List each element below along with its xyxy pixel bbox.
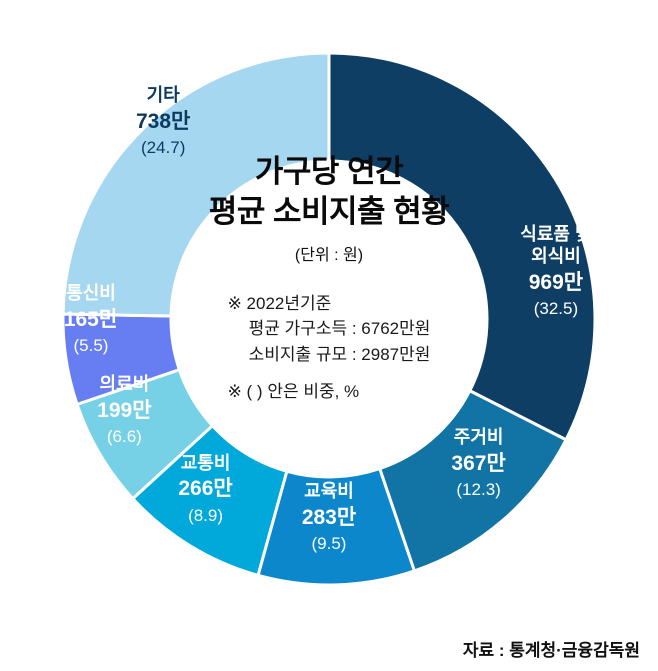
segment-label-2: 주거비 367만 (12.3) (451, 426, 505, 500)
note-pct-legend: ※ ( ) 안은 비중, % (227, 382, 360, 402)
segment-value: 969만 (528, 270, 584, 294)
segment-value: 738만 (135, 109, 191, 133)
segment-value: 367만 (451, 451, 506, 475)
segment-name: 교통비 (180, 452, 231, 473)
donut-segment-7 (61, 51, 331, 318)
segment-percent: (12.3) (456, 480, 501, 500)
segment-percent: (32.5) (533, 298, 579, 318)
chart-notes: ※ 2022년기준 평균 가구소득 : 6762만원 소비지출 규모 : 298… (228, 291, 431, 405)
segment-percent: (9.5) (311, 533, 347, 553)
unit-label: (단위 : 원) (294, 246, 364, 264)
segment-label-1: 식료품 및 외식비 969만 (32.5) (520, 223, 591, 320)
chart-title-line1: 가구당 연간 (254, 154, 404, 189)
segment-value: 283만 (301, 505, 357, 529)
segment-percent: (8.9) (188, 505, 224, 525)
note-expenditure: 소비지출 규모 : 2987만원 (248, 344, 431, 364)
segment-label-5: 의료비 199만 (6.6) (97, 373, 151, 447)
segment-name: 교육비 (304, 481, 354, 501)
note-base-year: ※ 2022년기준 (227, 293, 332, 313)
segment-percent: (5.5) (73, 335, 109, 355)
chart-title-line2: 평균 소비지출 현황 (208, 194, 450, 230)
segment-name: 의료비 (99, 374, 150, 395)
segment-value: 199만 (97, 398, 152, 422)
segment-name: 주거비 (453, 427, 504, 448)
donut-segment-1 (327, 51, 597, 442)
segment-name: 통신비 (66, 283, 116, 303)
segment-value: 266만 (178, 477, 233, 501)
segment-name: 기타 (146, 85, 180, 106)
chart-center: 가구당 연간 평균 소비지출 현황 (단위 : 원) ※ 2022년기준 평균 … (159, 152, 499, 405)
segment-value: 165만 (63, 307, 119, 331)
segment-name: 식료품 및 외식비 (520, 223, 592, 267)
segment-label-6: 통신비 165만 (5.5) (64, 282, 118, 356)
note-income: 평균 가구소득 : 6762만원 (248, 319, 431, 339)
segment-label-4: 교통비 266만 (8.9) (178, 452, 232, 526)
segment-label-3: 교육비 283만 (9.5) (302, 480, 356, 554)
source-credit: 자료 : 통계청·금융감독원 (462, 641, 640, 660)
segment-label-7: 기타 738만 (24.7) (136, 84, 190, 158)
segment-percent: (6.6) (106, 426, 142, 446)
segment-percent: (24.7) (140, 138, 186, 158)
chart-title: 가구당 연간 평균 소비지출 현황 (159, 152, 499, 233)
